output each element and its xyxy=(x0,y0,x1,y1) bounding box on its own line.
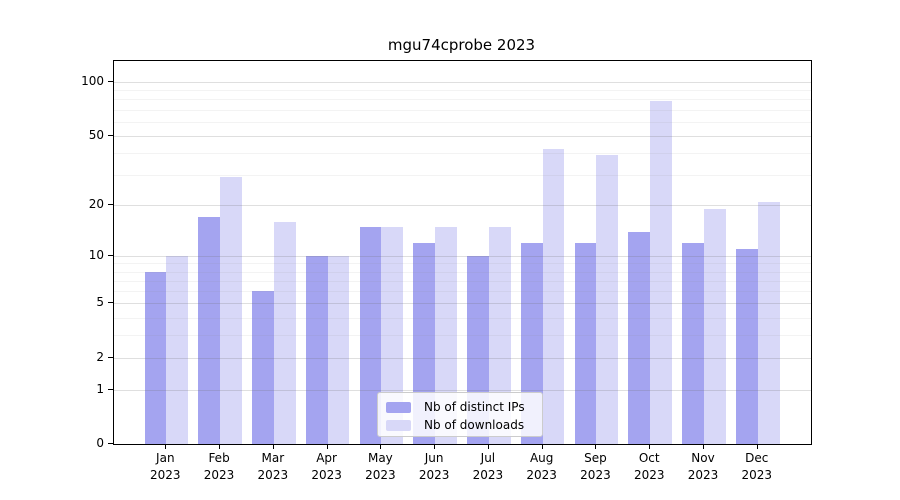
x-tick-label: Apr 2023 xyxy=(311,451,342,482)
gridline-minor xyxy=(114,280,811,282)
y-tick-label: 10 xyxy=(88,247,104,262)
gridline-minor xyxy=(114,99,811,101)
bar-ips-nov xyxy=(682,242,704,444)
gridline-major xyxy=(114,389,811,391)
x-tick-label: Feb 2023 xyxy=(203,451,235,482)
bar-downloads-mar xyxy=(273,221,296,444)
y-tick-mark xyxy=(108,254,113,256)
y-tick-mark xyxy=(108,204,113,206)
x-tick-label: Jan 2023 xyxy=(150,451,181,482)
y-tick-mark xyxy=(108,134,113,136)
gridline-minor xyxy=(114,174,811,176)
legend-item-downloads: Nb of downloads xyxy=(386,416,534,434)
legend-swatch-ips xyxy=(386,401,411,413)
legend-label: Nb of distinct IPs xyxy=(424,400,525,414)
gridline-major xyxy=(114,81,811,83)
y-tick-label: 2 xyxy=(96,349,104,364)
x-tick-label: Jun 2023 xyxy=(418,451,450,482)
x-tick-label: Nov 2023 xyxy=(687,451,719,482)
bar-downloads-feb xyxy=(220,177,242,444)
bar-ips-dec xyxy=(735,249,758,444)
bar-ips-oct xyxy=(628,231,651,444)
y-tick-label: 50 xyxy=(88,127,104,142)
bar-downloads-oct xyxy=(650,101,673,444)
bar-ips-feb xyxy=(198,217,221,444)
gridline-minor xyxy=(114,263,811,265)
bar-downloads-sep xyxy=(596,154,619,444)
gridline-minor xyxy=(114,121,811,123)
y-tick-mark xyxy=(108,356,113,358)
x-tick-mark xyxy=(595,444,597,449)
x-tick-label: Jul 2023 xyxy=(472,451,504,482)
gridline-minor xyxy=(114,271,811,273)
x-tick-mark xyxy=(756,444,758,449)
y-tick-mark xyxy=(108,80,113,82)
x-tick-label: Mar 2023 xyxy=(257,451,289,482)
x-tick-label: May 2023 xyxy=(365,451,396,482)
bar-downloads-jul xyxy=(488,226,511,444)
legend-swatch-downloads xyxy=(386,419,411,431)
bar-downloads-aug xyxy=(542,148,565,444)
bar-ips-apr xyxy=(305,255,328,444)
y-tick-label: 20 xyxy=(88,197,104,212)
x-tick-label: Aug 2023 xyxy=(526,451,557,482)
gridline-minor xyxy=(114,152,811,154)
x-tick-mark xyxy=(649,444,651,449)
gridline-minor xyxy=(114,335,811,337)
x-tick-label: Dec 2023 xyxy=(741,451,773,482)
x-tick-mark xyxy=(487,444,489,449)
x-tick-mark xyxy=(703,444,704,449)
gridline-major xyxy=(114,255,811,257)
bar-downloads-nov xyxy=(704,209,726,444)
gridline-minor xyxy=(114,291,811,293)
y-tick-mark xyxy=(108,443,113,444)
bar-ips-sep xyxy=(574,242,597,444)
plot-area xyxy=(113,60,812,445)
gridline-minor xyxy=(114,317,811,319)
gridline-major xyxy=(114,303,811,305)
gridline-major xyxy=(114,357,811,359)
y-tick-mark xyxy=(108,388,113,390)
legend-label: Nb of downloads xyxy=(424,418,525,432)
gridline-minor xyxy=(114,90,811,92)
gridline-major xyxy=(114,205,811,207)
bar-ips-mar xyxy=(252,291,274,444)
x-tick-mark xyxy=(326,444,328,449)
x-tick-mark xyxy=(165,444,167,449)
bar-downloads-may xyxy=(381,226,404,444)
gridline-major xyxy=(114,135,811,137)
bar-downloads-dec xyxy=(757,201,780,444)
legend: Nb of distinct IPs Nb of downloads xyxy=(377,392,543,437)
x-tick-mark xyxy=(219,444,221,449)
chart-title: mgu74cprobe 2023 xyxy=(387,36,536,54)
x-tick-mark xyxy=(434,444,436,449)
x-tick-label: Sep 2023 xyxy=(580,451,611,482)
bar-downloads-jun xyxy=(435,226,457,444)
legend-item-distinct-ips: Nb of distinct IPs xyxy=(386,398,534,416)
y-tick-label: 100 xyxy=(81,73,104,88)
bar-ips-may xyxy=(359,226,382,444)
bar-downloads-jan xyxy=(166,255,189,444)
x-tick-mark xyxy=(380,444,382,449)
y-tick-label: 5 xyxy=(96,295,104,310)
x-tick-mark xyxy=(272,444,274,449)
gridline-minor xyxy=(114,109,811,111)
y-tick-label: 0 xyxy=(96,436,104,450)
y-tick-mark xyxy=(108,302,113,304)
y-tick-label: 1 xyxy=(96,381,104,396)
x-tick-label: Oct 2023 xyxy=(633,451,665,482)
bar-downloads-apr xyxy=(327,255,350,444)
x-tick-mark xyxy=(541,444,543,449)
bar-ips-jan xyxy=(144,271,167,444)
